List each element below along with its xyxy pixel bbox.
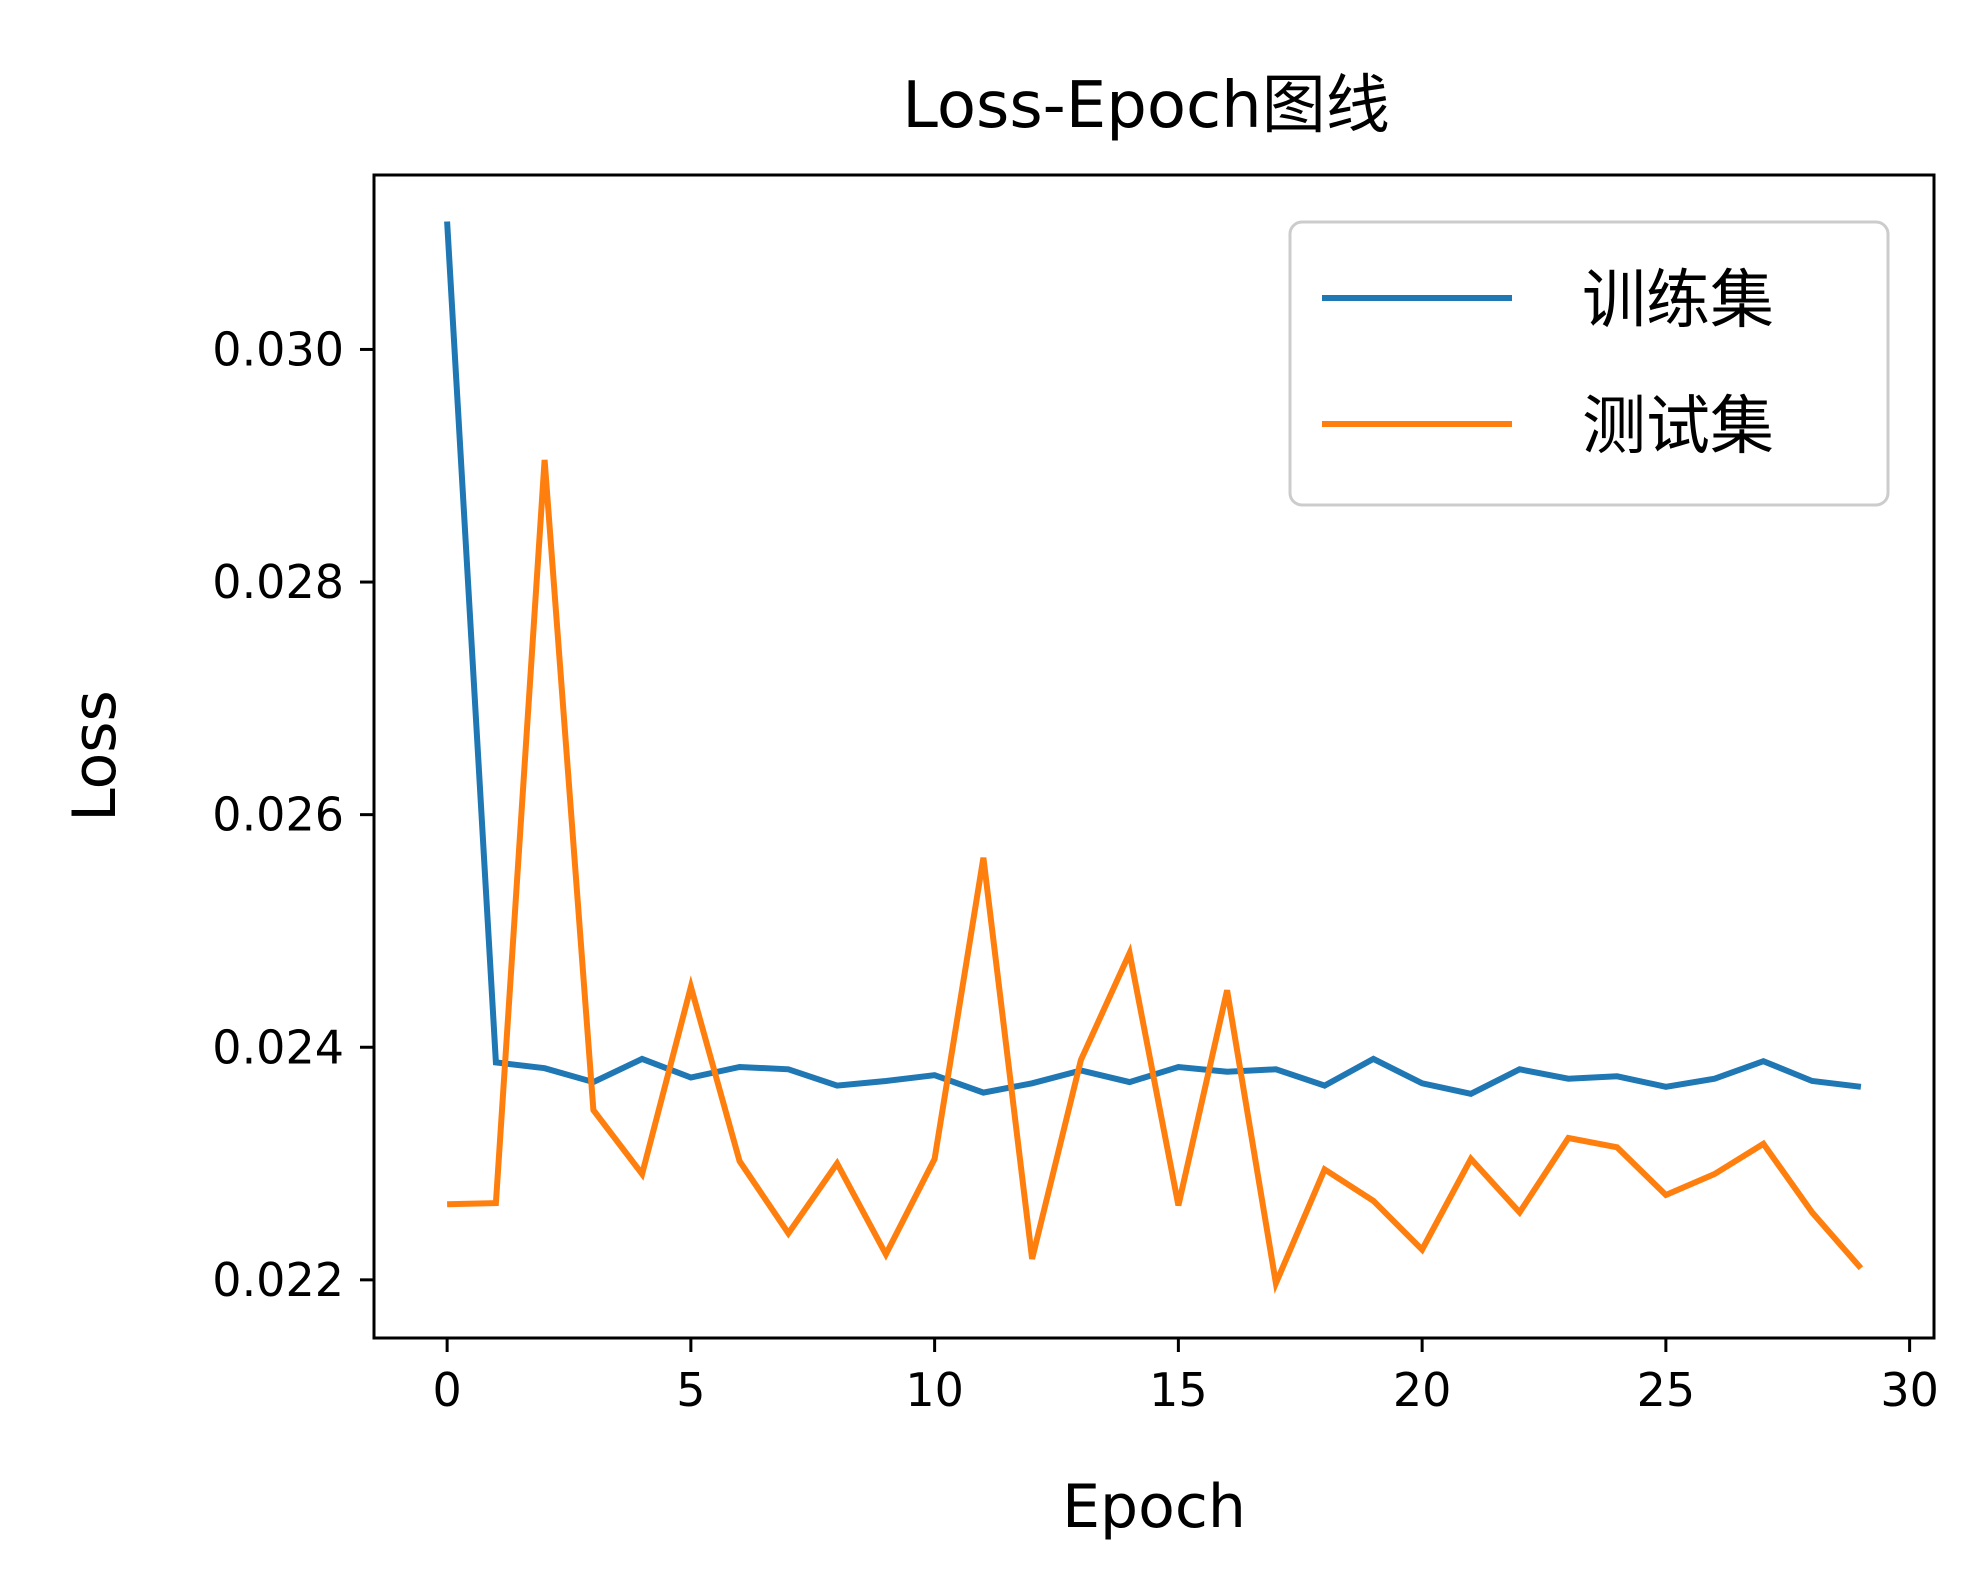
legend-label-train: 训练集 [1582, 264, 1774, 338]
axes-frame [372, 173, 1936, 1340]
x-tick-label: 25 [1637, 1363, 1696, 1417]
plot-area [372, 173, 1936, 1340]
legend: 训练集 测试集 [1288, 220, 1890, 507]
x-tick-label: 20 [1393, 1363, 1452, 1417]
chart-title: Loss-Epoch图线 [902, 69, 1389, 143]
y-tick-label: 0.022 [212, 1253, 344, 1307]
x-tick-label: 0 [432, 1363, 461, 1417]
legend-label-test: 测试集 [1582, 390, 1774, 464]
legend-box [1288, 220, 1890, 507]
x-tick-label: 30 [1880, 1363, 1939, 1417]
y-tick-label: 0.028 [212, 555, 344, 609]
y-axis-ticks: 0.022 0.024 0.026 0.028 0.030 [212, 322, 374, 1307]
x-tick-label: 15 [1149, 1363, 1208, 1417]
y-tick-label: 0.024 [212, 1020, 344, 1074]
y-tick-label: 0.030 [212, 322, 344, 376]
y-axis-label: Loss [60, 690, 130, 822]
x-tick-label: 10 [905, 1363, 964, 1417]
series-line-test [447, 459, 1864, 1294]
x-tick-label: 5 [676, 1363, 705, 1417]
x-axis-label: Epoch [1062, 1472, 1246, 1542]
x-axis-ticks: 0 5 10 15 20 25 30 [432, 1338, 1939, 1417]
y-tick-label: 0.026 [212, 788, 344, 842]
series-lines [444, 221, 1864, 1294]
